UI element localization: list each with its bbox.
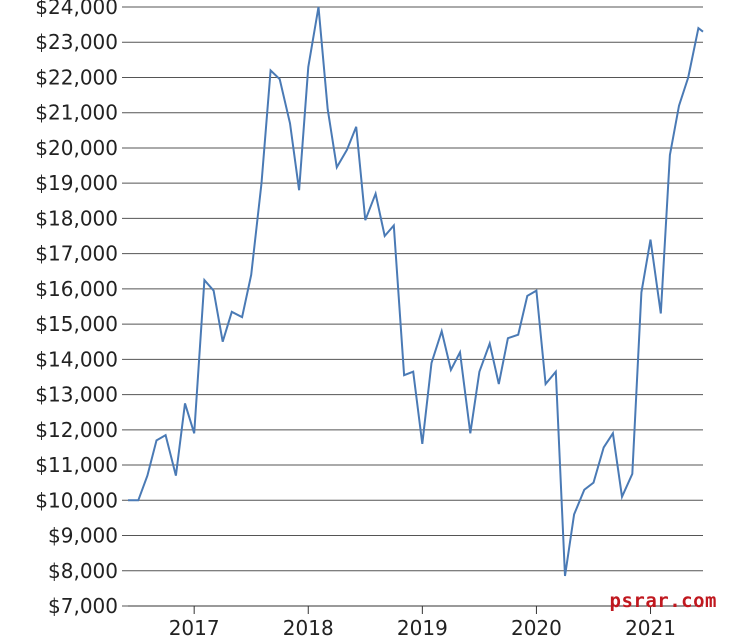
y-tick-label: $11,000 xyxy=(35,453,118,477)
y-tick-label: $16,000 xyxy=(35,277,118,301)
y-tick-label: $21,000 xyxy=(35,101,118,125)
x-axis-tick-labels: 2017 2018 2019 2020 2021 xyxy=(169,606,676,640)
y-tick-label: $20,000 xyxy=(35,136,118,160)
y-tick-label: $23,000 xyxy=(35,30,118,54)
y-tick-label: $24,000 xyxy=(35,0,118,19)
y-tick-label: $13,000 xyxy=(35,383,118,407)
series-line xyxy=(128,6,704,577)
y-tick-label: $7,000 xyxy=(48,594,118,618)
y-tick-label: $18,000 xyxy=(35,206,118,230)
x-tick-label: 2019 xyxy=(397,616,448,640)
y-axis-tick-labels: $7,000 $8,000 $9,000 $10,000 $11,000 $12,000 $… xyxy=(35,0,118,618)
y-tick-label: $22,000 xyxy=(35,65,118,89)
y-tick-label: $15,000 xyxy=(35,312,118,336)
y-tick-label: $14,000 xyxy=(35,347,118,371)
x-tick-label: 2021 xyxy=(625,616,676,640)
x-tick-label: 2017 xyxy=(169,616,220,640)
y-tick-label: $17,000 xyxy=(35,242,118,266)
gridlines xyxy=(122,6,703,607)
watermark-text: psrar.com xyxy=(609,590,717,612)
x-tick-label: 2018 xyxy=(283,616,334,640)
y-tick-label: $10,000 xyxy=(35,488,118,512)
y-tick-label: $19,000 xyxy=(35,171,118,195)
y-tick-label: $12,000 xyxy=(35,418,118,442)
y-tick-label: $8,000 xyxy=(48,559,118,583)
x-tick-label: 2020 xyxy=(511,616,562,640)
y-tick-label: $9,000 xyxy=(48,524,118,548)
